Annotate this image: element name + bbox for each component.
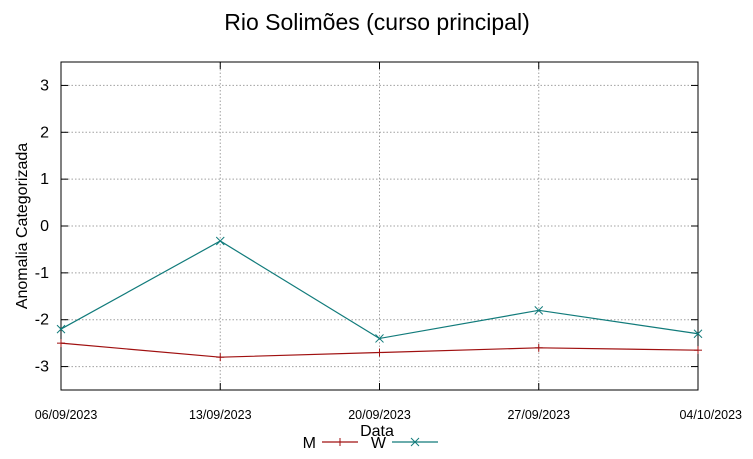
cross-marker bbox=[693, 329, 703, 339]
legend-label: W bbox=[371, 435, 387, 452]
y-tick-label: -2 bbox=[35, 312, 49, 329]
cross-marker bbox=[56, 324, 66, 334]
series-layer bbox=[56, 236, 703, 362]
x-tick-label: 13/09/2023 bbox=[189, 408, 252, 422]
legend-item-M: M bbox=[303, 435, 358, 452]
x-tick-label: 20/09/2023 bbox=[348, 408, 411, 422]
y-tick-label: -3 bbox=[35, 359, 49, 376]
legend-label: M bbox=[303, 435, 316, 452]
x-axis-ticks: 06/09/2023 13/09/2023 20/09/2023 27/09/2023… bbox=[35, 62, 742, 422]
y-tick-label: 0 bbox=[40, 218, 49, 235]
x-tick-label: 06/09/2023 bbox=[35, 408, 98, 422]
series-W bbox=[56, 236, 703, 343]
legend-item-W: W bbox=[371, 435, 438, 452]
chart-title: Rio Solimões (curso principal) bbox=[224, 9, 530, 35]
y-tick-label: -1 bbox=[35, 265, 49, 282]
y-axis-label: Anomalia Categorizada bbox=[14, 143, 31, 309]
cross-marker bbox=[215, 236, 225, 246]
x-tick-label: 04/10/2023 bbox=[679, 408, 742, 422]
y-tick-label: 2 bbox=[40, 124, 49, 141]
x-axis-label: Data bbox=[360, 423, 394, 440]
cross-marker bbox=[375, 334, 384, 343]
cross-marker bbox=[410, 437, 420, 447]
cross-marker bbox=[534, 305, 544, 315]
x-tick-label: 27/09/2023 bbox=[507, 408, 570, 422]
y-tick-label: 3 bbox=[40, 77, 49, 94]
y-tick-label: 1 bbox=[40, 171, 49, 188]
grid-lines bbox=[61, 62, 698, 390]
series-M bbox=[57, 339, 702, 362]
y-axis-ticks: 3 2 1 0 -1 -2 -3 bbox=[35, 77, 698, 376]
